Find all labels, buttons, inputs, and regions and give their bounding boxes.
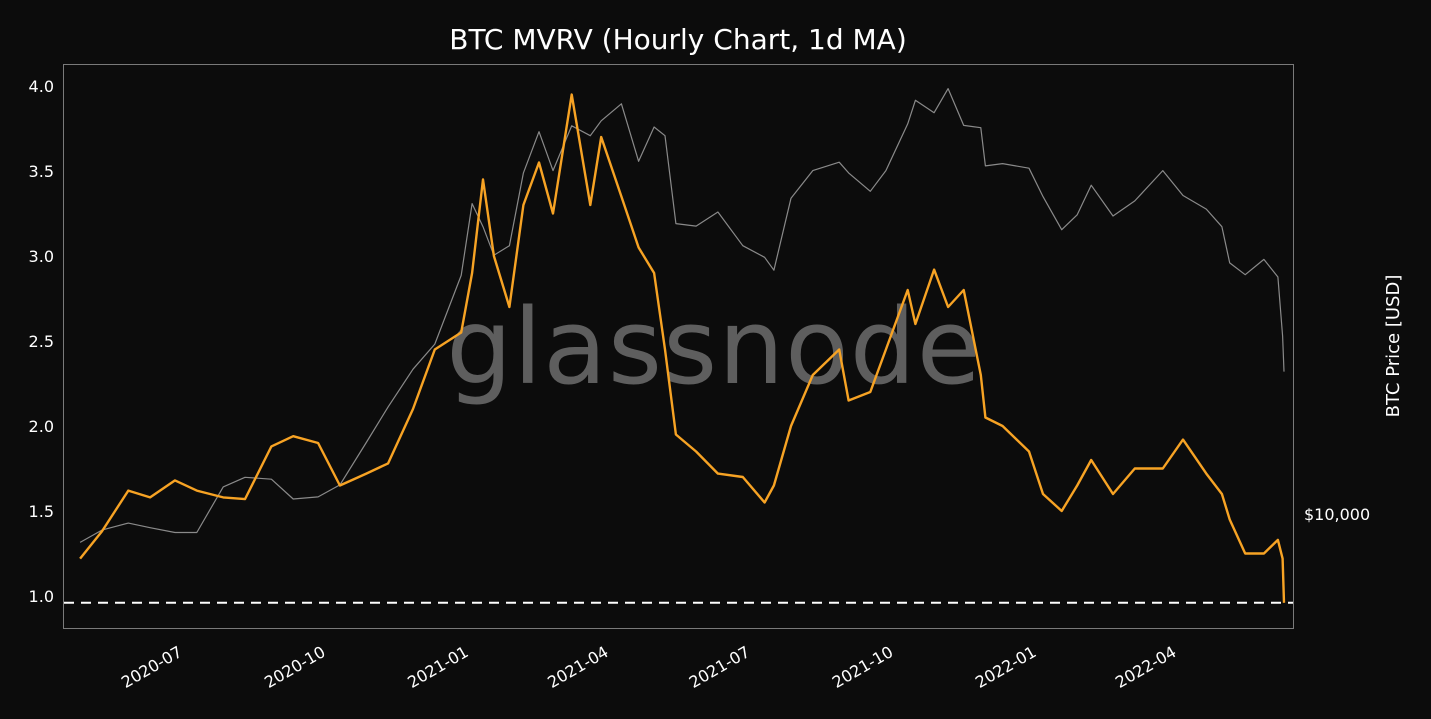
- mvrv-line: [79, 93, 1286, 603]
- y-tick-label: 1.5: [29, 502, 54, 521]
- y-tick-label: 1.0: [29, 587, 54, 606]
- plot-frame: [63, 64, 1294, 629]
- y-tick-label: 4.0: [29, 77, 54, 96]
- btc-price-series: [79, 87, 1285, 543]
- y-tick-label: 2.0: [29, 417, 54, 436]
- glassnode-watermark: glassnode: [446, 286, 982, 408]
- y-tick-label: 3.5: [29, 162, 54, 181]
- btc-price-line: [79, 87, 1285, 543]
- right-axis-tick-10000: $10,000: [1304, 505, 1370, 524]
- chart-title: BTC MVRV (Hourly Chart, 1d MA): [449, 23, 907, 56]
- right-axis-label: BTC Price [USD]: [1383, 275, 1404, 418]
- mvrv-series: [79, 93, 1286, 603]
- watermark: glassnode: [446, 286, 982, 408]
- left-y-axis: 1.0 1.5 2.0 2.5 3.0 3.5 4.0: [29, 77, 54, 606]
- y-tick-label: 2.5: [29, 332, 54, 351]
- y-tick-label: 3.0: [29, 247, 54, 266]
